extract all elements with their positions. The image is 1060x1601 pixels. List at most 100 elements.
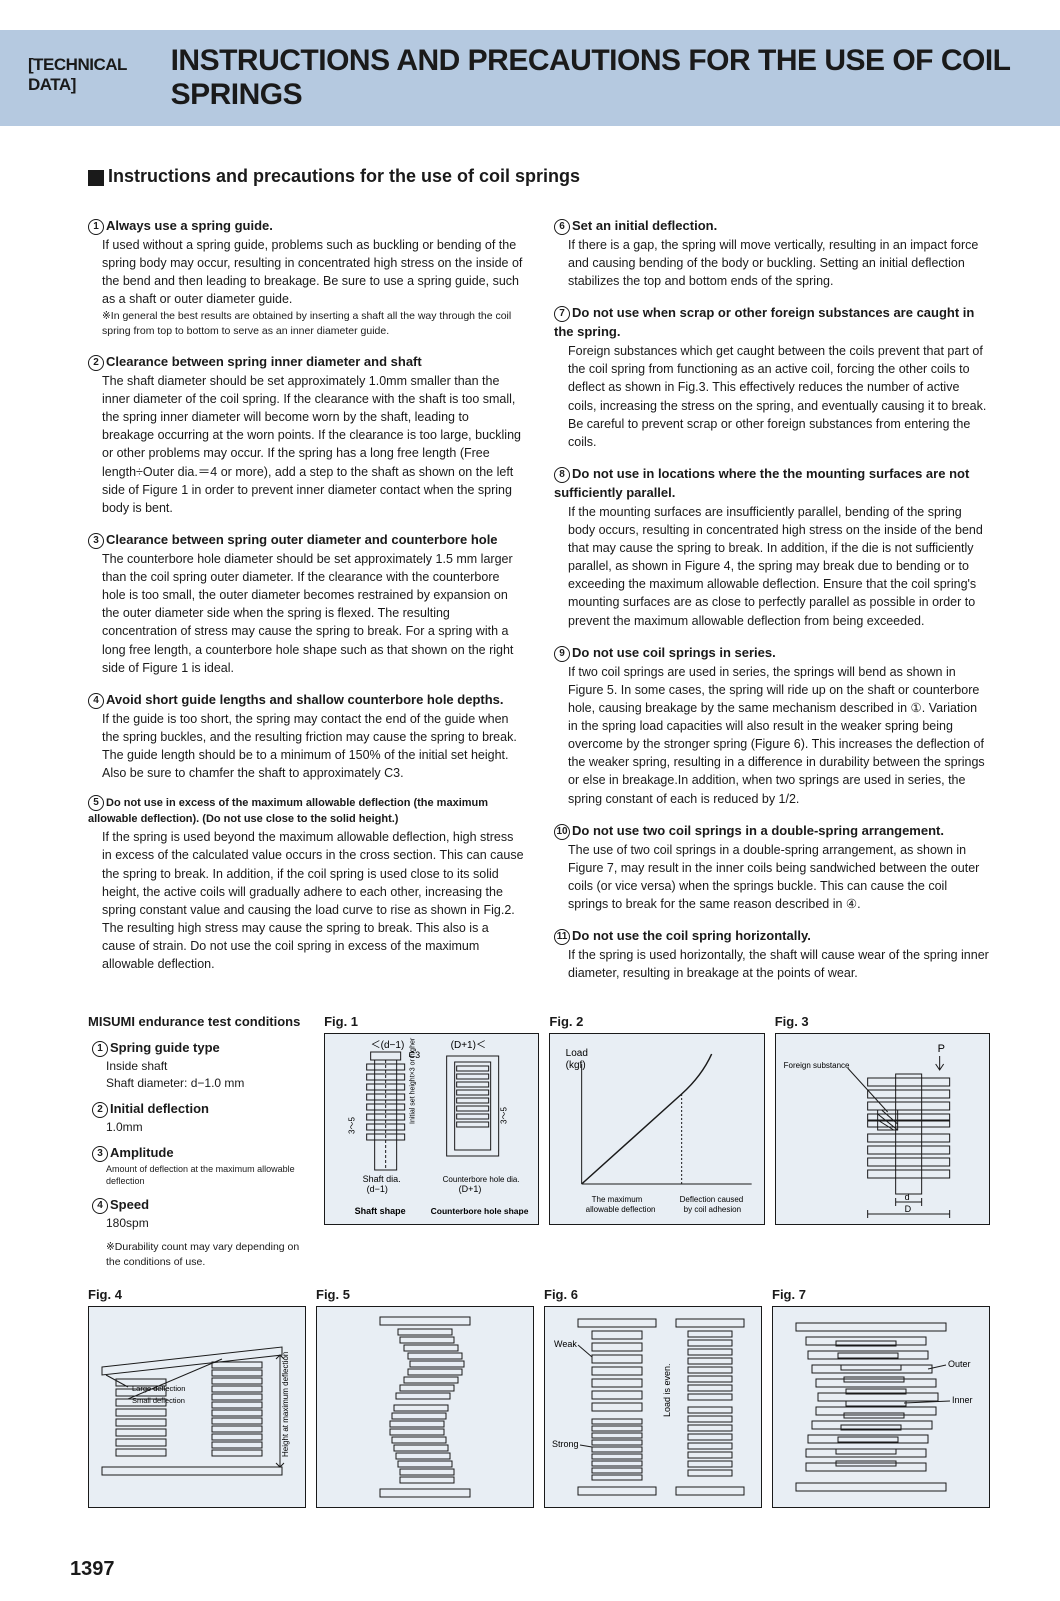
item-heading: 5Do not use in excess of the maximum all… [88,796,524,828]
page-title: INSTRUCTIONS AND PRECAUTIONS FOR THE USE… [171,44,1032,112]
item-heading: 4Avoid short guide lengths and shallow c… [88,691,524,710]
item-heading: 10Do not use two coil springs in a doubl… [554,822,990,841]
instruction-item: 3Clearance between spring outer diameter… [88,531,524,677]
fig1-shaftshape: Shaft shape [355,1206,406,1216]
condition-item: 1Spring guide typeInside shaftShaft diam… [92,1039,310,1092]
technical-data-tag: [TECHNICAL DATA] [28,55,161,95]
fig7-label: Fig. 7 [772,1287,990,1302]
fig4-label: Fig. 4 [88,1287,306,1302]
condition-body: 1.0mm [92,1119,310,1136]
fig6-weak [592,1331,642,1411]
fig3-label: Fig. 3 [775,1014,990,1029]
condition-heading: 3Amplitude [92,1144,310,1163]
fig6-even-label: Load is even. [662,1364,672,1418]
fig2: Load (kgf) The maximum allowable deflect… [549,1033,764,1225]
item-body: Foreign substances which get caught betw… [554,342,990,451]
item-heading: 1Always use a spring guide. [88,217,524,236]
fig1-d-1: ＜(d−1) [371,1040,405,1051]
fig1-range-l: 3～5 [348,1117,357,1134]
fig2-load2: (kgf) [566,1060,586,1071]
instruction-item: 9Do not use coil springs in series.If tw… [554,644,990,808]
item-body: If two coil springs are used in series, … [554,663,990,808]
conditions-note: ※Durability count may vary depending on … [92,1240,310,1269]
condition-body: 180spm [92,1215,310,1232]
item-heading: 7Do not use when scrap or other foreign … [554,304,990,342]
fig4-small: Small deflection [132,1396,185,1405]
fig3-foreign: Foreign substance [783,1061,849,1070]
instruction-item: 5Do not use in excess of the maximum all… [88,796,524,973]
condition-item: 4Speed180spm [92,1196,310,1232]
fig4-right-stack [212,1362,262,1456]
left-column: 1Always use a spring guide.If used witho… [88,217,524,996]
condition-heading: 4Speed [92,1196,310,1215]
fig1-shaft-dia2: (d−1) [367,1184,388,1194]
page-number: 1397 [0,1538,1060,1601]
fig6-label: Fig. 6 [544,1287,762,1302]
fig6-even [688,1331,732,1476]
fig6: Weak Strong [544,1306,762,1508]
fig1-range-r: 3～5 [500,1107,509,1124]
fig1-shaft-dia1: Shaft dia. [363,1174,401,1184]
item-body: The shaft diameter should be set approxi… [88,372,524,517]
fig3-d: d [904,1192,909,1202]
fig1: ＜(d−1) (D+1)＜ C3 [324,1033,539,1225]
fig7-inner-label: Inner [952,1395,973,1405]
square-bullet-icon [88,170,104,186]
fig2-x1b: allowable deflection [586,1205,656,1214]
instruction-item: 2Clearance between spring inner diameter… [88,353,524,517]
fig1-cboreshape: Counterbore hole shape [431,1206,529,1216]
fig5-stack [390,1329,464,1483]
fig4-large: Large deflection [132,1384,185,1393]
item-body: The counterbore hole diameter should be … [88,550,524,677]
instruction-item: 10Do not use two coil springs in a doubl… [554,822,990,914]
conditions-heading: MISUMI endurance test conditions [88,1014,314,1029]
condition-item: 3AmplitudeAmount of deflection at the ma… [92,1144,310,1188]
fig7: Outer Inner [772,1306,990,1508]
fig5-label: Fig. 5 [316,1287,534,1302]
fig1-cbore-dia2: (D+1) [459,1184,482,1194]
instruction-item: 6Set an initial deflection.If there is a… [554,217,990,290]
instruction-item: 4Avoid short guide lengths and shallow c… [88,691,524,783]
item-heading: 9Do not use coil springs in series. [554,644,990,663]
fig7-outer [806,1337,938,1471]
item-heading: 2Clearance between spring inner diameter… [88,353,524,372]
instruction-item: 8Do not use in locations where the the m… [554,465,990,630]
right-column: 6Set an initial deflection.If there is a… [554,217,990,996]
fig2-x2b: by coil adhesion [684,1205,741,1214]
condition-body: Inside shaftShaft diameter: d−1.0 mm [92,1058,310,1092]
fig3-D: D [904,1204,911,1214]
section-heading-text: Instructions and precautions for the use… [108,166,580,187]
fig3-p: P [937,1043,944,1055]
fig2-label: Fig. 2 [549,1014,764,1029]
item-body: If the spring is used beyond the maximum… [88,828,524,973]
item-body: If the mounting surfaces are insufficien… [554,503,990,630]
instruction-item: 1Always use a spring guide.If used witho… [88,217,524,339]
instruction-item: 11Do not use the coil spring horizontall… [554,927,990,982]
condition-body: Amount of deflection at the maximum allo… [92,1163,310,1188]
item-heading: 3Clearance between spring outer diameter… [88,531,524,550]
fig6-weak-label: Weak [554,1339,577,1349]
fig7-inner [836,1341,906,1466]
fig4-height: Height at maximum deflection [281,1352,290,1457]
item-heading: 8Do not use in locations where the the m… [554,465,990,503]
fig1-cbore-dia1: Counterbore hole dia. [443,1175,520,1184]
fig1-D-1: (D+1)＜ [451,1040,486,1051]
item-body: If used without a spring guide, problems… [88,236,524,339]
fig7-outer-label: Outer [948,1359,971,1369]
fig6-strong [592,1419,642,1480]
item-note: ※In general the best results are obtaine… [102,309,524,339]
instruction-item: 7Do not use when scrap or other foreign … [554,304,990,451]
fig1-vlabel: Initial set height×3 or higher [410,1038,417,1125]
condition-item: 2Initial deflection1.0mm [92,1100,310,1136]
fig4: Large deflection Small deflection Height… [88,1306,306,1508]
fig3-coils [867,1078,949,1178]
item-body: The use of two coil springs in a double-… [554,841,990,914]
fig1-label: Fig. 1 [324,1014,539,1029]
fig6-strong-label: Strong [552,1439,579,1449]
item-heading: 6Set an initial deflection. [554,217,990,236]
item-body: If the spring is used horizontally, the … [554,946,990,982]
fig2-x1a: The maximum [592,1195,643,1204]
condition-heading: 2Initial deflection [92,1100,310,1119]
item-body: If there is a gap, the spring will move … [554,236,990,290]
item-heading: 11Do not use the coil spring horizontall… [554,927,990,946]
